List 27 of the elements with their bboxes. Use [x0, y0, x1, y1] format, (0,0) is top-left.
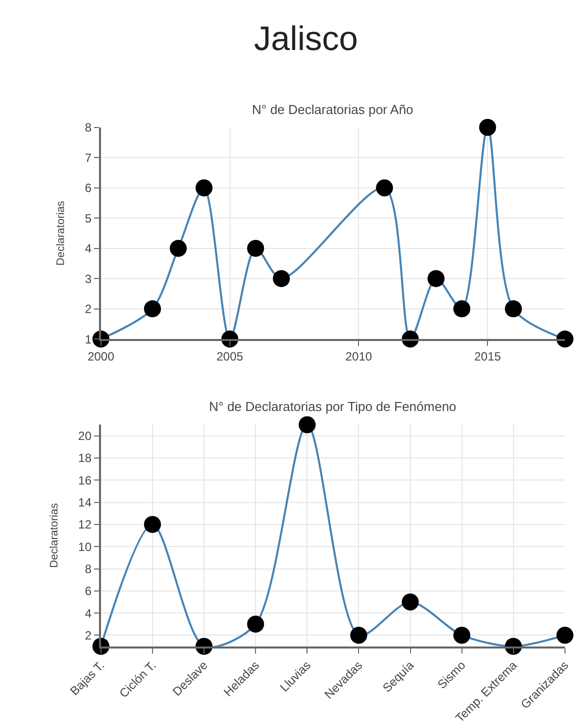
y-tick-label: 7 — [84, 150, 92, 165]
y-axis-title: Declaratorias — [54, 200, 67, 266]
x-tick-label: 2010 — [345, 349, 372, 364]
y-tick-label: 16 — [78, 473, 92, 488]
y-tick-label: 6 — [84, 181, 92, 196]
y-tick-label: 20 — [78, 429, 92, 443]
y-tick-label: 6 — [84, 584, 92, 598]
y-tick-label: 2 — [84, 628, 92, 642]
y-tick-label: 14 — [78, 495, 92, 510]
y-tick-label: 3 — [84, 272, 92, 286]
chart-subtitle: N° de Declaratorias por Año — [252, 102, 414, 117]
chart-title: Jalisco — [254, 20, 358, 58]
y-tick-label: 12 — [78, 518, 92, 532]
y-tick-label: 10 — [78, 540, 92, 554]
x-tick-label: 2000 — [88, 349, 115, 364]
y-tick-label: 2 — [84, 302, 92, 316]
y-tick-label: 8 — [84, 562, 92, 576]
y-tick-label: 8 — [84, 120, 92, 135]
chart-title: N° de Declaratorias por Tipo de Fenómeno — [209, 399, 456, 414]
x-tick-label: 2015 — [474, 349, 502, 364]
y-tick-label: 5 — [84, 211, 92, 226]
x-tick-label: 2005 — [216, 349, 244, 364]
y-tick-label: 4 — [84, 606, 92, 620]
y-axis-title: Declaratorias — [48, 502, 60, 568]
y-tick-label: 1 — [84, 332, 92, 346]
y-tick-label: 18 — [78, 451, 92, 466]
y-tick-label: 4 — [84, 242, 92, 256]
